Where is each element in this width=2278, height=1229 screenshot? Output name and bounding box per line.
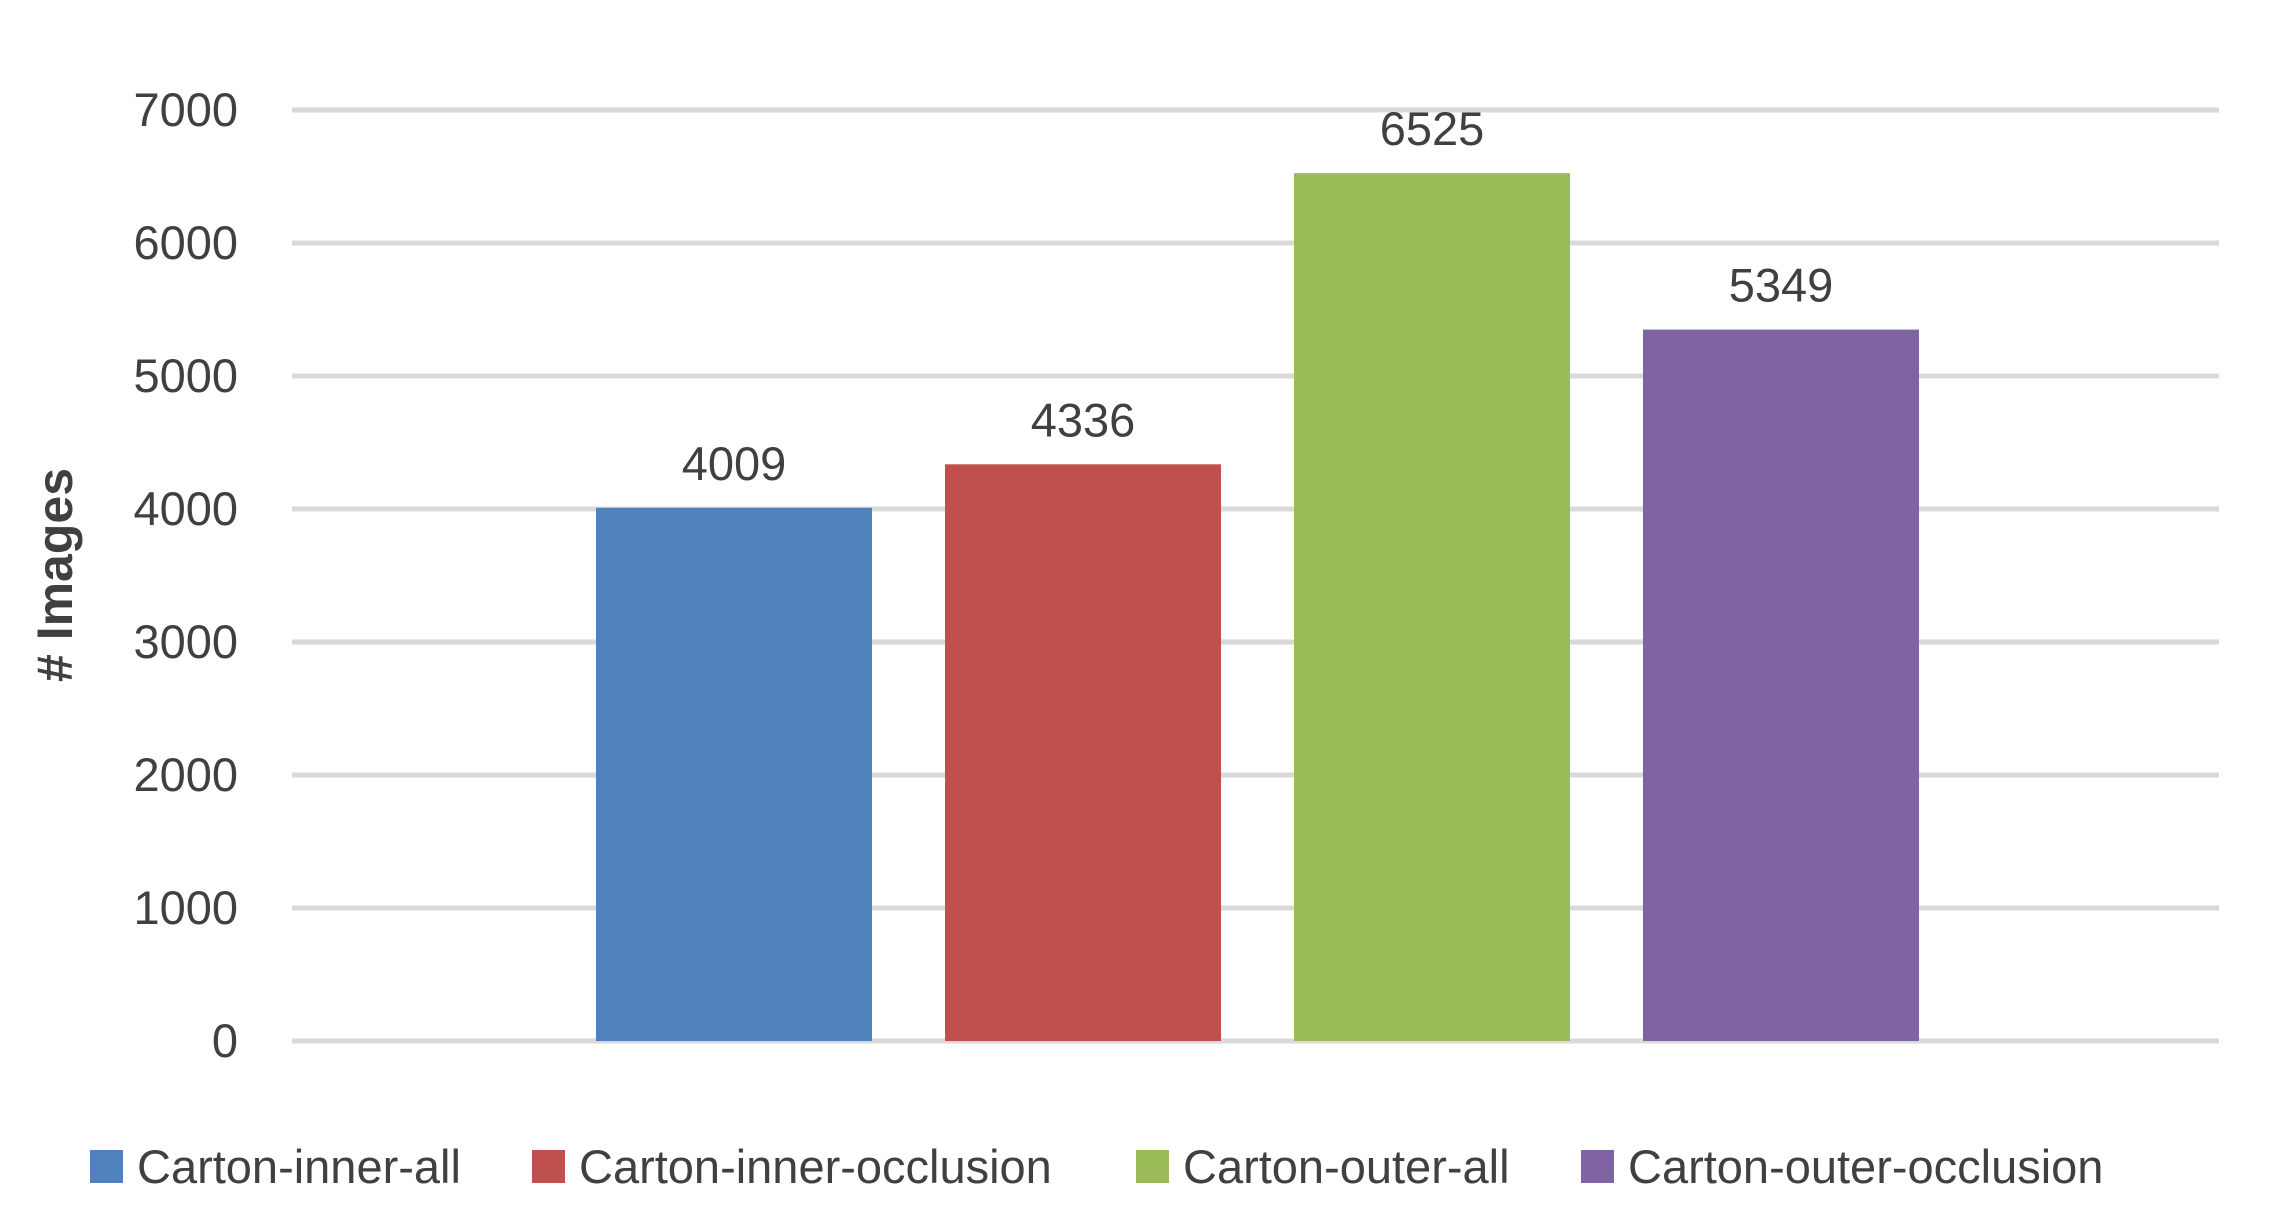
y-tick-label: 6000 xyxy=(133,216,238,269)
data-label-carton-inner-all: 4009 xyxy=(682,437,787,490)
data-label-carton-inner-occlusion: 4336 xyxy=(1031,393,1136,446)
y-tick-label: 4000 xyxy=(133,482,238,535)
gridlines xyxy=(292,107,2219,1044)
y-tick-label: 1000 xyxy=(133,881,238,934)
legend-swatch xyxy=(90,1150,123,1183)
y-axis-title: # Images xyxy=(27,468,83,682)
bar-carton-outer-all xyxy=(1294,173,1570,1042)
y-tick-label: 2000 xyxy=(133,748,238,801)
legend-item-carton-inner-occlusion: Carton-inner-occlusion xyxy=(532,1140,1052,1193)
data-labels: 4009 4336 6525 5349 xyxy=(682,102,1834,490)
legend-item-carton-inner-all: Carton-inner-all xyxy=(90,1140,461,1193)
bar-carton-inner-occlusion xyxy=(945,464,1221,1041)
bar-carton-inner-all xyxy=(596,507,872,1042)
legend-label: Carton-outer-all xyxy=(1183,1140,1510,1193)
legend-swatch xyxy=(1581,1150,1614,1183)
bars xyxy=(596,173,1919,1042)
y-tick-label: 7000 xyxy=(133,83,238,136)
data-label-carton-outer-occlusion: 5349 xyxy=(1729,259,1834,312)
legend-swatch xyxy=(532,1150,565,1183)
bar-carton-outer-occlusion xyxy=(1643,329,1919,1041)
legend-swatch xyxy=(1136,1150,1169,1183)
legend-label: Carton-outer-occlusion xyxy=(1628,1140,2103,1193)
legend-label: Carton-inner-occlusion xyxy=(579,1140,1052,1193)
legend-item-carton-outer-occlusion: Carton-outer-occlusion xyxy=(1581,1140,2103,1193)
legend-item-carton-outer-all: Carton-outer-all xyxy=(1136,1140,1510,1193)
legend: Carton-inner-all Carton-inner-occlusion Ca… xyxy=(90,1140,2103,1193)
y-tick-label: 5000 xyxy=(133,349,238,402)
y-tick-label: 0 xyxy=(212,1014,238,1067)
y-tick-label: 3000 xyxy=(133,615,238,668)
data-label-carton-outer-all: 6525 xyxy=(1380,102,1485,155)
y-axis-ticks: 0 1000 2000 3000 4000 5000 6000 7000 xyxy=(133,83,238,1067)
legend-label: Carton-inner-all xyxy=(137,1140,461,1193)
